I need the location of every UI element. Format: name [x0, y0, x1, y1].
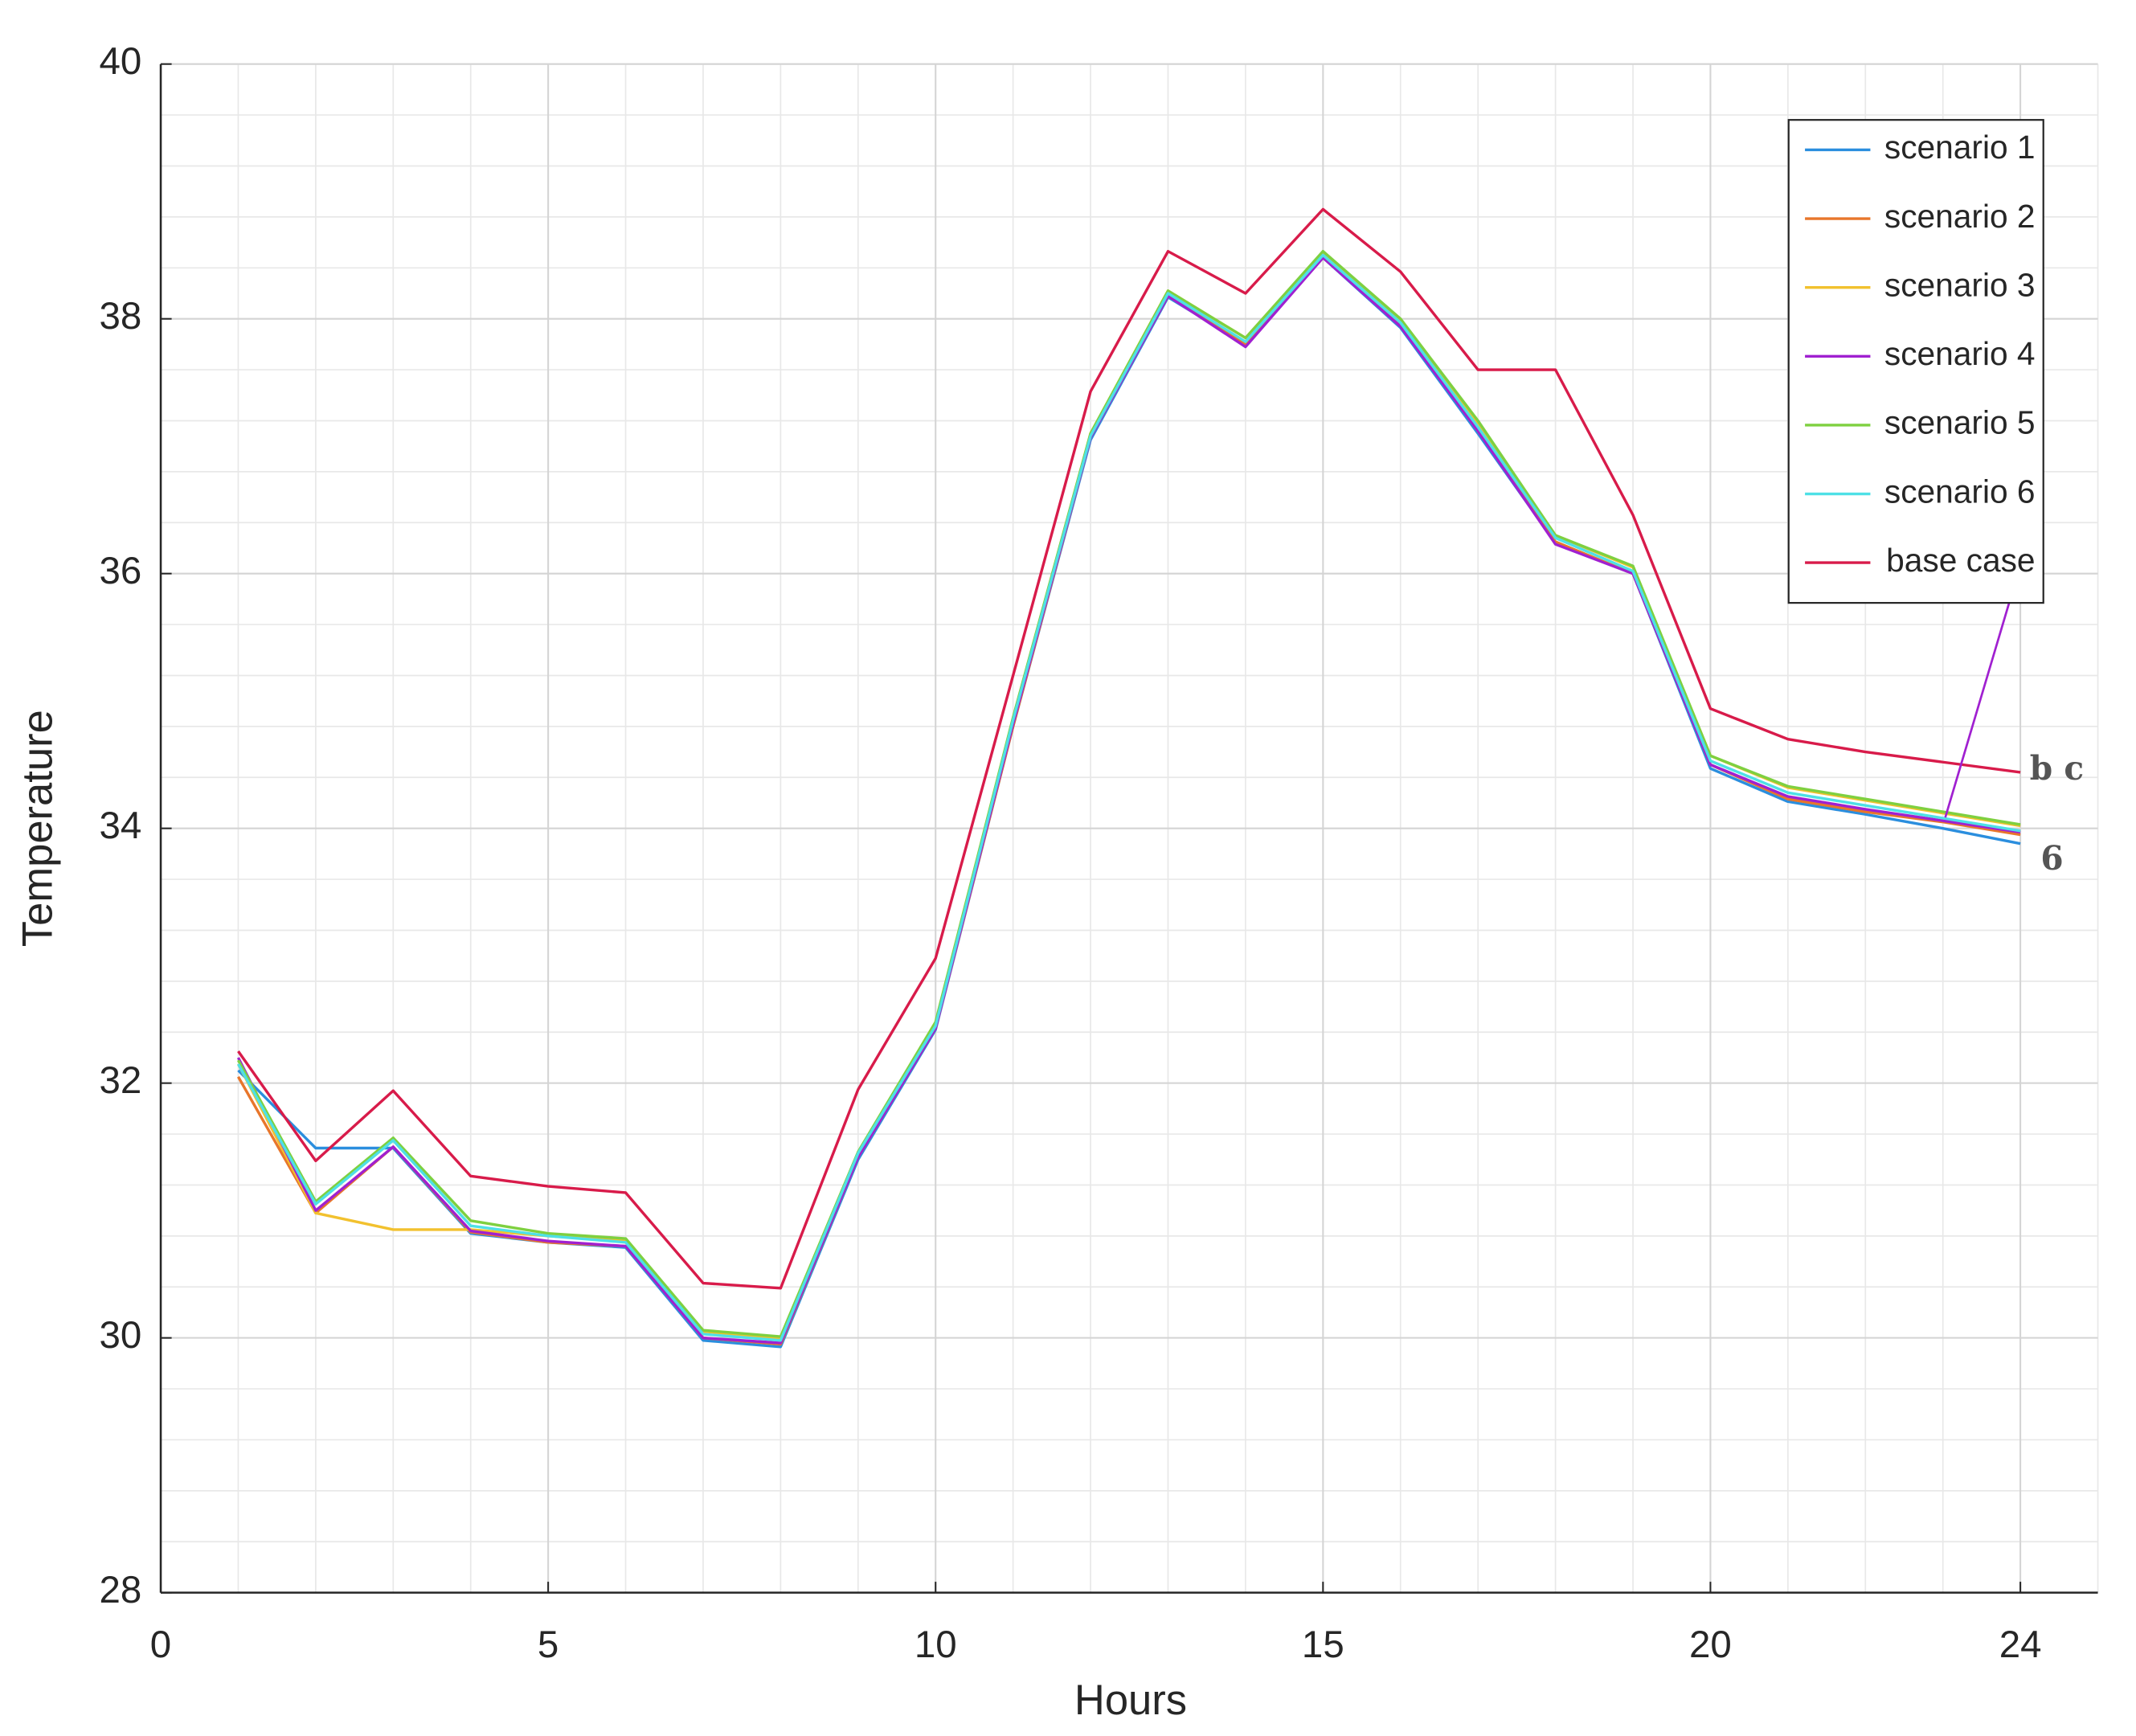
legend-label: scenario 3	[1884, 266, 2036, 303]
x-tick-label: 15	[1302, 1623, 1344, 1666]
y-tick-label: 40	[99, 40, 141, 83]
legend-box	[1787, 119, 2044, 604]
x-axis-label: Hours	[1074, 1677, 1187, 1724]
y-tick-label: 34	[99, 805, 141, 847]
series-line	[236, 251, 2021, 1340]
x-tick-label: 20	[1689, 1623, 1732, 1666]
x-tick-label: 0	[150, 1623, 171, 1666]
x-tick-label: 10	[915, 1623, 957, 1666]
legend-label: scenario 4	[1884, 335, 2036, 372]
legend-label: scenario 6	[1884, 473, 2036, 510]
legend-label: scenario 1	[1884, 129, 2036, 166]
y-tick-label: 28	[99, 1569, 141, 1611]
series-line	[236, 253, 2021, 1342]
y-tick-label: 32	[99, 1059, 141, 1102]
x-tick-label: 5	[538, 1623, 559, 1666]
y-tick-label: 30	[99, 1314, 141, 1357]
series-line	[237, 207, 2021, 1290]
legend-label: base case	[1886, 542, 2035, 579]
annotation: 6	[2040, 839, 2063, 878]
legend-label: scenario 5	[1884, 404, 2036, 441]
y-axis-label: Temperature	[14, 710, 62, 947]
y-tick-label: 38	[99, 295, 141, 338]
series-line	[236, 249, 2021, 1338]
legend-label: scenario 2	[1884, 198, 2036, 235]
grid	[160, 63, 2099, 1594]
annotation-leader	[1944, 588, 2015, 818]
plot-lines	[236, 207, 2021, 1349]
x-tick-label: 24	[1999, 1623, 2042, 1666]
legend: scenario 1 scenario 2 scenario 3 scenario 4…	[1787, 119, 2044, 604]
y-tick-label: 36	[99, 550, 141, 592]
annotation: b c	[2030, 749, 2084, 788]
